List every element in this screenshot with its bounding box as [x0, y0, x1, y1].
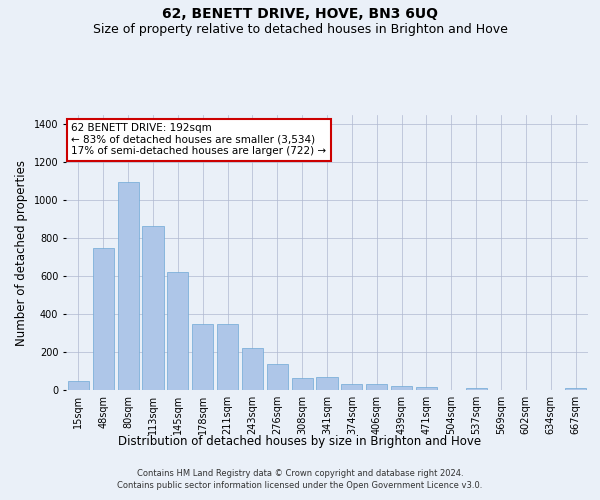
- Text: Distribution of detached houses by size in Brighton and Hove: Distribution of detached houses by size …: [118, 435, 482, 448]
- Text: 62, BENETT DRIVE, HOVE, BN3 6UQ: 62, BENETT DRIVE, HOVE, BN3 6UQ: [162, 8, 438, 22]
- Bar: [118, 182, 139, 390]
- Bar: [267, 364, 288, 390]
- Bar: [292, 378, 313, 390]
- Bar: [93, 248, 114, 390]
- Bar: [217, 324, 238, 390]
- Bar: [416, 387, 437, 390]
- Bar: [565, 388, 586, 390]
- Bar: [142, 226, 164, 390]
- Bar: [192, 324, 213, 390]
- Text: Contains public sector information licensed under the Open Government Licence v3: Contains public sector information licen…: [118, 481, 482, 490]
- Bar: [391, 386, 412, 390]
- Bar: [341, 384, 362, 390]
- Text: Size of property relative to detached houses in Brighton and Hove: Size of property relative to detached ho…: [92, 22, 508, 36]
- Y-axis label: Number of detached properties: Number of detached properties: [15, 160, 28, 346]
- Bar: [366, 384, 387, 390]
- Text: Contains HM Land Registry data © Crown copyright and database right 2024.: Contains HM Land Registry data © Crown c…: [137, 468, 463, 477]
- Bar: [316, 376, 338, 390]
- Bar: [68, 381, 89, 390]
- Bar: [466, 388, 487, 390]
- Text: 62 BENETT DRIVE: 192sqm
← 83% of detached houses are smaller (3,534)
17% of semi: 62 BENETT DRIVE: 192sqm ← 83% of detache…: [71, 123, 326, 156]
- Bar: [242, 348, 263, 390]
- Bar: [167, 272, 188, 390]
